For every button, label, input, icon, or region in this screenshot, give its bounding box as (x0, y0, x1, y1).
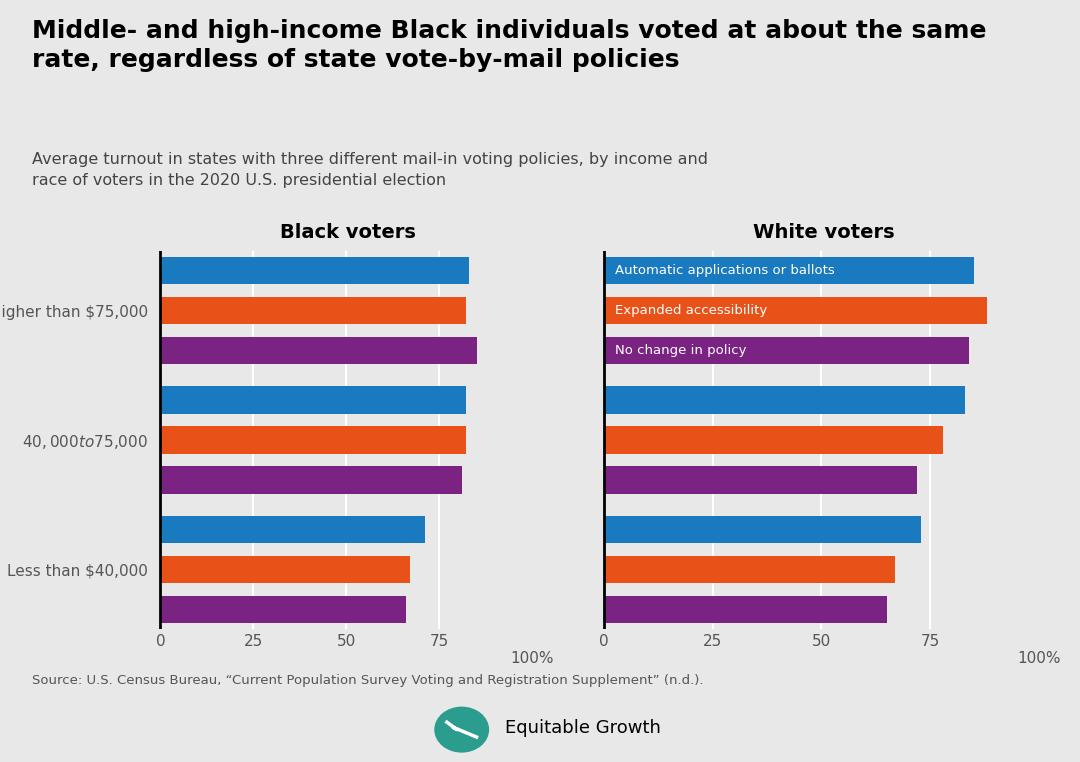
Bar (604, 337, 969, 364)
Bar (604, 386, 964, 414)
Text: Source: U.S. Census Bureau, “Current Population Survey Voting and Registration S: Source: U.S. Census Bureau, “Current Pop… (32, 674, 704, 687)
Text: Expanded accessibility: Expanded accessibility (615, 304, 767, 317)
Bar (604, 596, 887, 623)
Bar (604, 516, 921, 543)
Bar (160, 596, 406, 623)
Title: Black voters: Black voters (281, 223, 416, 242)
Bar (604, 297, 987, 324)
Bar (160, 297, 465, 324)
Bar (160, 337, 476, 364)
Bar (160, 386, 465, 414)
Bar (604, 257, 974, 284)
Text: Equitable Growth: Equitable Growth (505, 719, 661, 737)
Text: Automatic applications or ballots: Automatic applications or ballots (615, 264, 835, 277)
Bar (160, 257, 470, 284)
Text: 100%: 100% (1017, 652, 1061, 666)
Circle shape (435, 707, 488, 752)
Text: Average turnout in states with three different mail-in voting policies, by incom: Average turnout in states with three dif… (32, 152, 708, 187)
Bar (160, 427, 465, 453)
Bar (160, 516, 424, 543)
Title: White voters: White voters (753, 223, 894, 242)
Bar (160, 556, 409, 583)
Bar (604, 427, 943, 453)
Text: No change in policy: No change in policy (615, 344, 746, 357)
Bar (604, 466, 917, 494)
Text: 100%: 100% (511, 652, 554, 666)
Bar (604, 556, 895, 583)
Text: Middle- and high-income Black individuals voted at about the same
rate, regardle: Middle- and high-income Black individual… (32, 19, 987, 72)
Bar (160, 466, 462, 494)
